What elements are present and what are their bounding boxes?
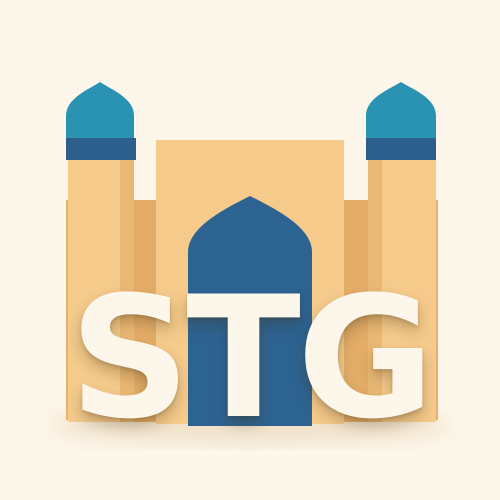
central-portal: [134, 140, 368, 426]
portal-side-shade-right: [344, 200, 368, 422]
wordmark-letter-g: G: [296, 260, 435, 456]
left-minaret-shadow: [120, 158, 134, 422]
right-minaret-band: [366, 138, 436, 160]
archway: [188, 196, 312, 426]
wordmark-letter-t: T: [186, 260, 301, 456]
right-minaret: [366, 82, 436, 422]
portal-side-shade-left: [134, 200, 156, 422]
right-minaret-dome: [366, 82, 436, 138]
left-minaret: [66, 82, 136, 422]
left-minaret-band: [66, 138, 136, 160]
wordmark: S T G: [0, 268, 500, 448]
right-minaret-shadow: [368, 158, 382, 422]
left-minaret-dome: [66, 82, 134, 138]
wordmark-letter-s: S: [69, 260, 190, 456]
